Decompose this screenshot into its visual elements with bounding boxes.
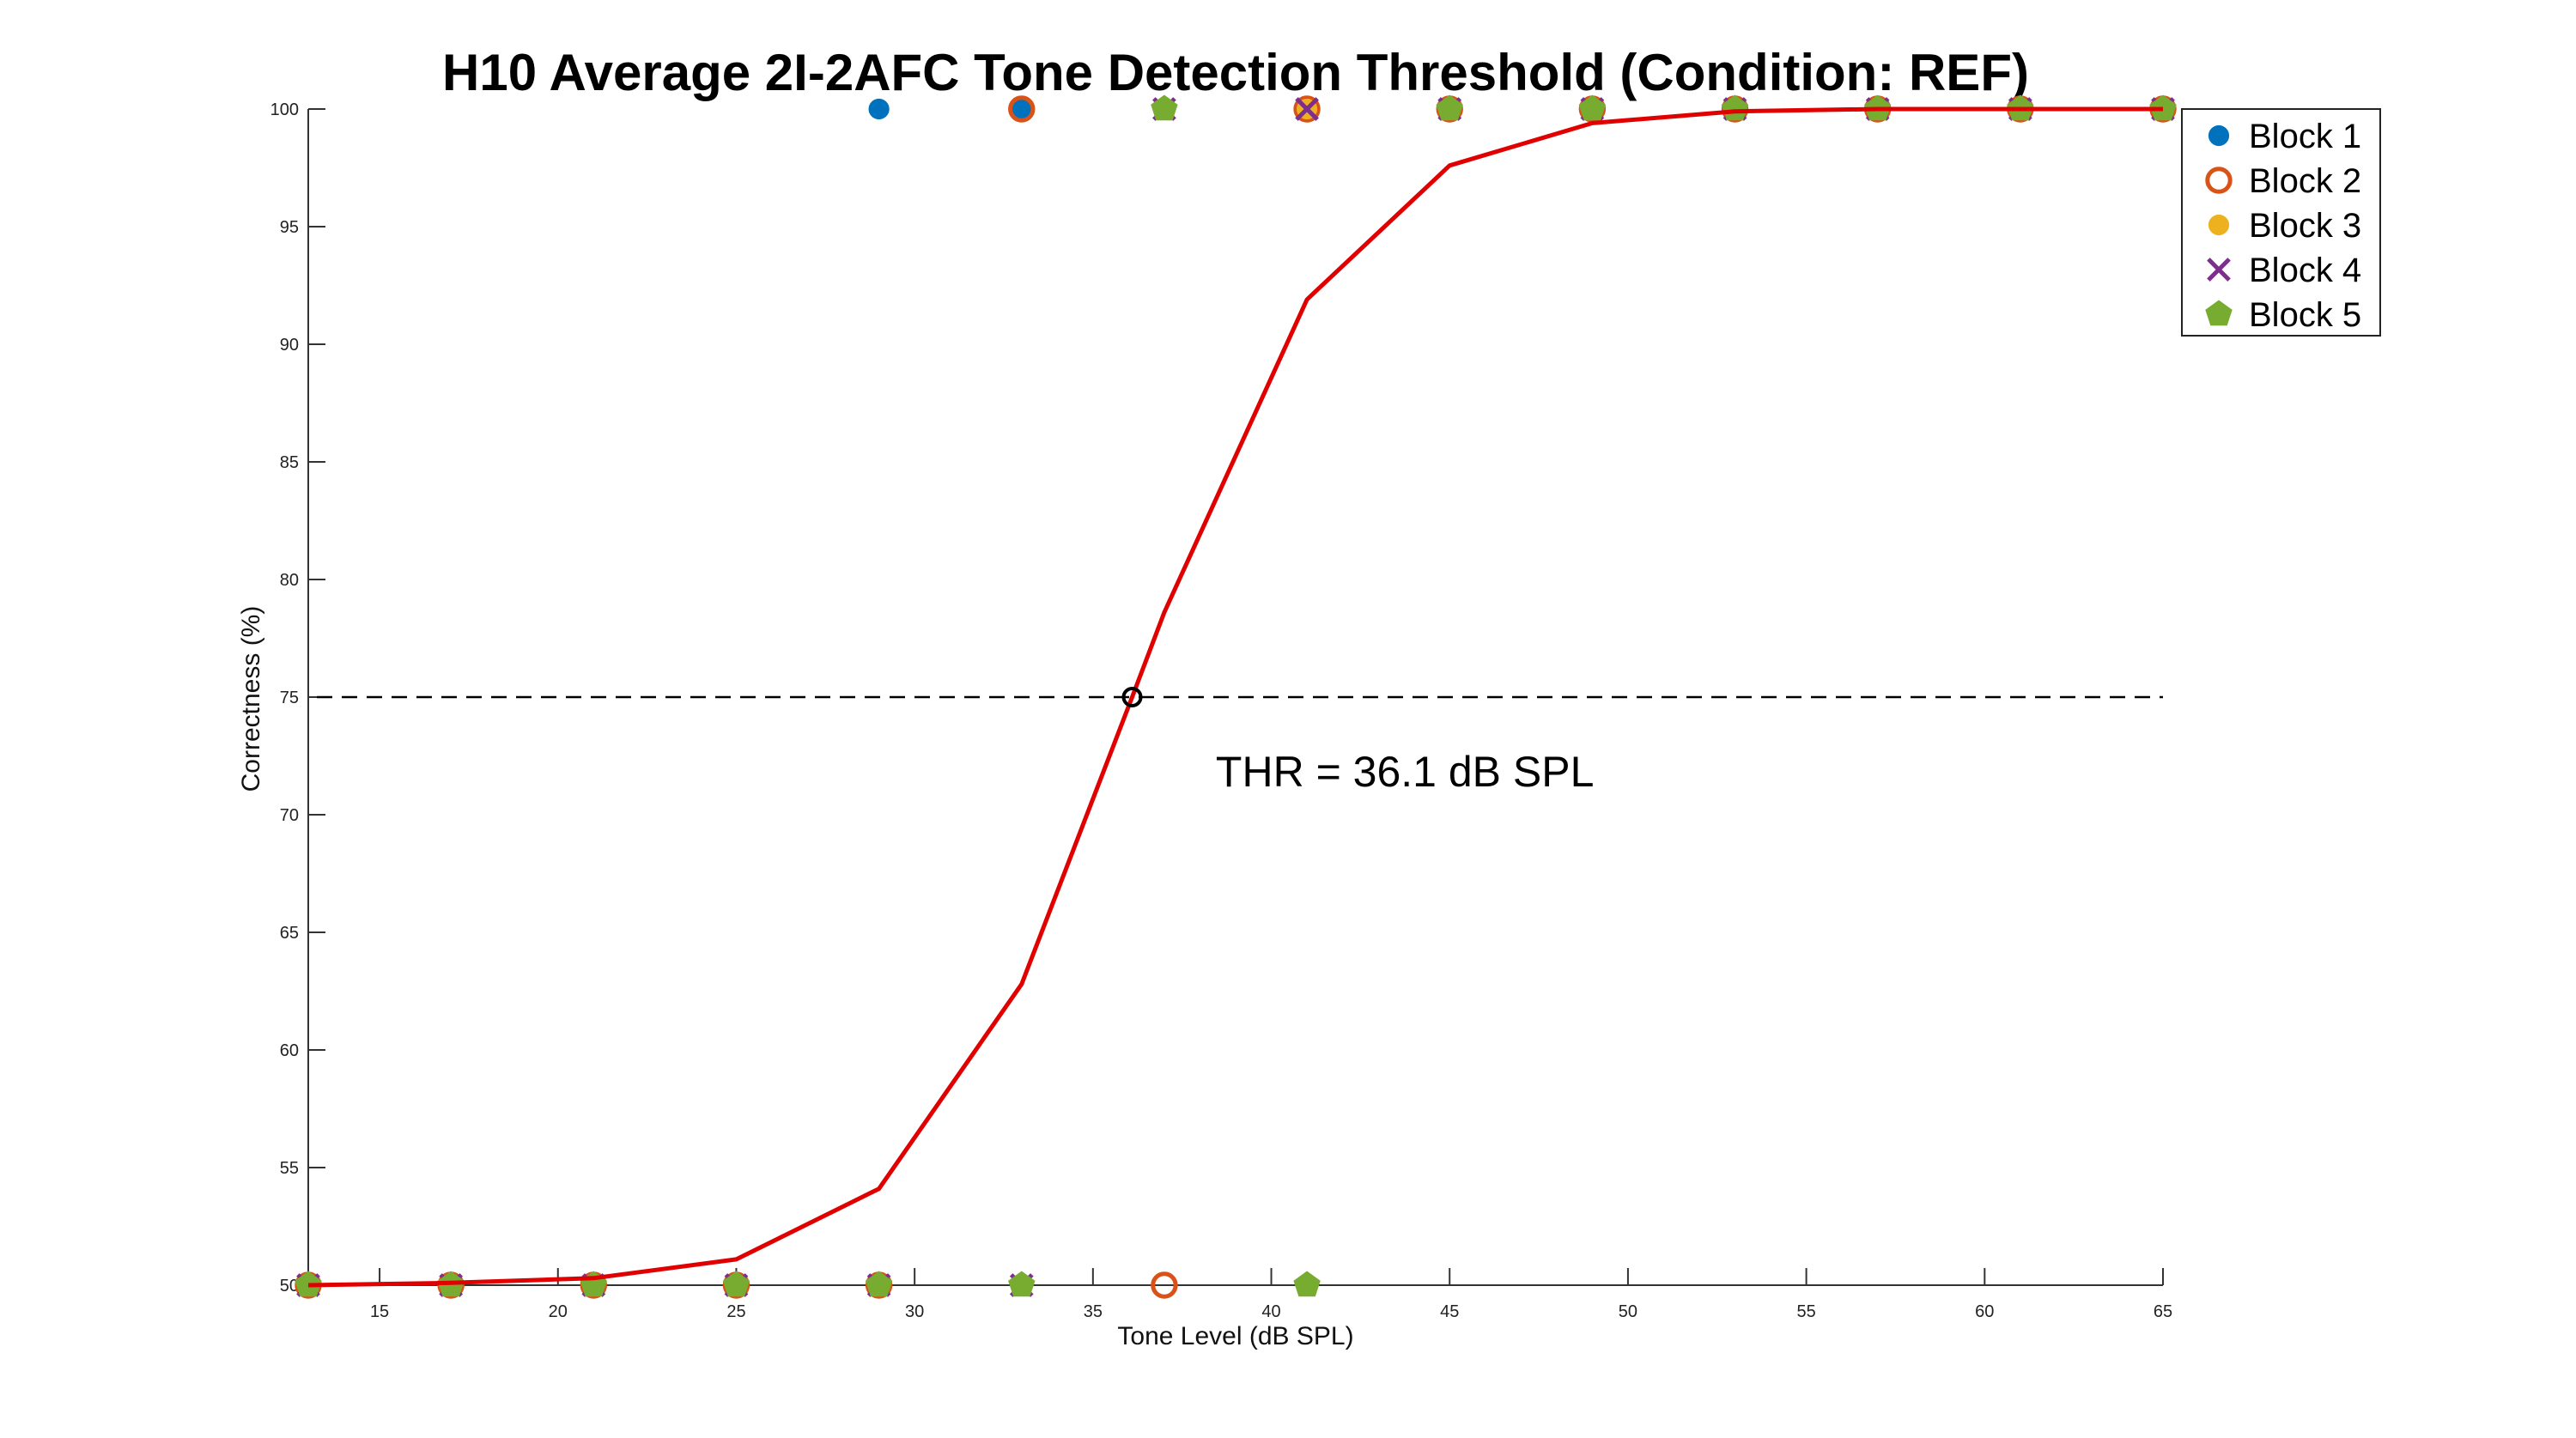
data-point-block-5 — [1578, 94, 1607, 121]
data-point-block-5 — [1151, 94, 1178, 121]
x-tick-label: 50 — [1619, 1302, 1637, 1321]
x-tick-label: 45 — [1440, 1302, 1459, 1321]
threshold-annotation: THR = 36.1 dB SPL — [1216, 748, 1595, 796]
legend-marker-block-5 — [2205, 300, 2233, 326]
threshold-marker — [1121, 687, 1143, 707]
data-point-block-1 — [868, 98, 890, 120]
x-axis-label: Tone Level (dB SPL) — [1117, 1322, 1353, 1350]
x-tick-label: 60 — [1975, 1302, 1994, 1321]
y-tick-label: 70 — [280, 806, 299, 825]
y-tick-label: 100 — [270, 100, 299, 119]
data-point-block-5 — [1293, 1271, 1321, 1297]
chart-title: H10 Average 2I-2AFC Tone Detection Thres… — [442, 44, 2029, 101]
data-point-block-2 — [1008, 95, 1036, 123]
data-point-block-2 — [1293, 95, 1321, 123]
fit-curve — [307, 106, 2163, 1288]
x-tick-label: 55 — [1796, 1302, 1815, 1321]
legend-label-block-2: Block 2 — [2249, 162, 2361, 200]
legend-marker-block-3 — [2208, 214, 2230, 236]
y-tick-label: 80 — [280, 571, 299, 590]
x-tick-label: 25 — [726, 1302, 745, 1321]
legend: Block 1 Block 2 Block 3 Block 4 Block 5 — [2181, 108, 2381, 337]
x-tick-label: 65 — [2154, 1302, 2172, 1321]
x-tick-label: 20 — [549, 1302, 568, 1321]
x-tick-label: 30 — [905, 1302, 924, 1321]
y-tick-label: 90 — [280, 336, 299, 355]
y-tick-label: 65 — [280, 924, 299, 943]
legend-marker-block-1 — [2208, 124, 2230, 147]
legend-label-block-3: Block 3 — [2249, 207, 2361, 245]
x-tick-label: 15 — [370, 1302, 389, 1321]
x-tick-label: 35 — [1084, 1302, 1103, 1321]
data-point-block-1 — [1011, 98, 1032, 120]
legend-marker-block-2 — [2205, 167, 2233, 194]
data-point-block-5 — [722, 1271, 750, 1297]
legend-marker-block-4 — [2207, 258, 2231, 282]
y-tick-label: 55 — [280, 1159, 299, 1178]
x-tick-label: 40 — [1261, 1302, 1280, 1321]
y-tick-label: 75 — [280, 689, 299, 707]
y-tick-label: 95 — [280, 218, 299, 237]
y-axis-label: Correctness (%) — [237, 606, 265, 792]
data-point-block-5 — [865, 1271, 893, 1297]
data-point-block-4 — [1295, 97, 1319, 121]
legend-label-block-5: Block 5 — [2249, 296, 2361, 334]
y-tick-label: 50 — [280, 1277, 299, 1295]
data-point-block-5 — [1436, 94, 1463, 121]
y-tick-label: 85 — [280, 453, 299, 472]
data-point-block-5 — [1008, 1271, 1036, 1297]
plot-area: 15 20 25 30 35 40 45 50 55 60 65 50 55 60 65 70 75 80 85 90… — [270, 94, 2177, 1321]
y-tick-label: 60 — [280, 1041, 299, 1060]
data-point-block-2 — [1151, 1271, 1178, 1299]
legend-label-block-1: Block 1 — [2249, 118, 2361, 155]
legend-label-block-4: Block 4 — [2249, 252, 2361, 289]
